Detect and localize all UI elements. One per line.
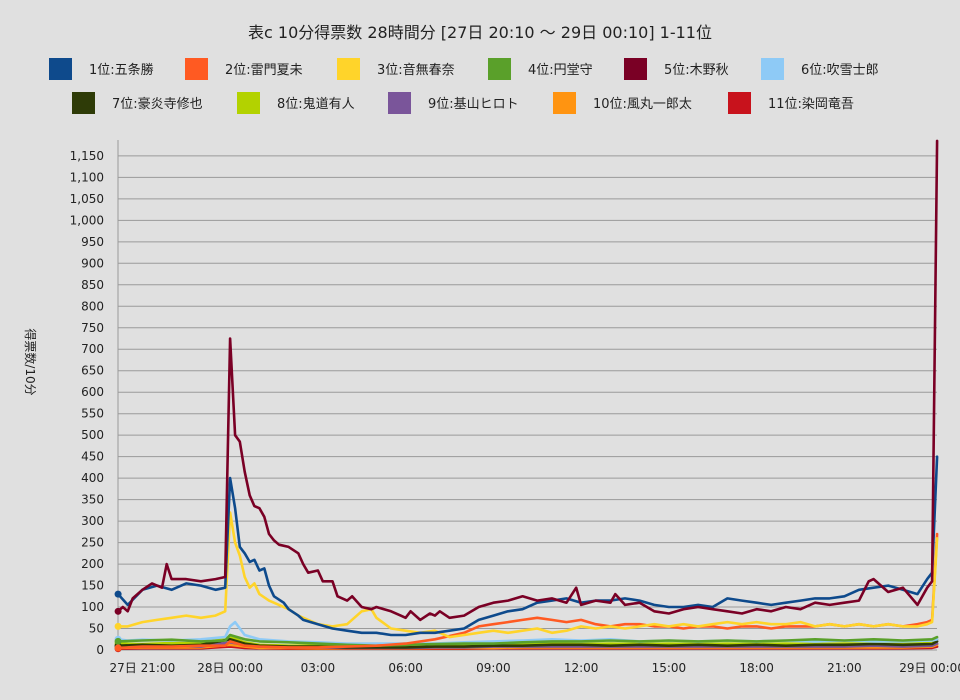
y-tick-label: 700: [81, 342, 104, 356]
series-line: [116, 511, 939, 639]
plot-area: [114, 139, 939, 653]
y-tick-label: 300: [81, 514, 104, 528]
legend-item: 8位:鬼道有人: [237, 92, 355, 114]
y-tick-label: 0: [96, 643, 104, 657]
legend-label: 5位:木野秋: [664, 63, 729, 78]
y-tick-label: 450: [81, 450, 104, 464]
legend-label: 11位:染岡竜吾: [768, 97, 854, 112]
y-tick-label: 800: [81, 299, 104, 313]
x-tick-label: 28日 00:00: [197, 661, 263, 675]
legend-swatch: [488, 58, 511, 80]
x-tick-label: 15:00: [652, 661, 687, 675]
series-start-point: [114, 644, 122, 652]
y-axis-ticks: 0 50 100 150 200 250 300 350 400 450 500 550 600 650 7…: [70, 149, 104, 657]
y-tick-label: 1,000: [70, 213, 104, 227]
x-tick-label: 18:00: [739, 661, 774, 675]
y-axis-label: 得票数/10分: [23, 328, 38, 395]
y-tick-label: 400: [81, 471, 104, 485]
legend-label: 10位:風丸一郎太: [593, 97, 692, 112]
grid-lines: [117, 140, 937, 651]
series-line: [116, 455, 939, 637]
legend-swatch: [237, 92, 260, 114]
y-tick-label: 500: [81, 428, 104, 442]
legend-swatch: [761, 58, 784, 80]
series-start-point: [114, 637, 122, 645]
x-tick-label: 06:00: [388, 661, 423, 675]
legend-item: 2位:雷門夏未: [185, 58, 303, 80]
legend-swatch: [388, 92, 411, 114]
y-tick-label: 850: [81, 278, 104, 292]
y-tick-label: 200: [81, 557, 104, 571]
y-tick-label: 1,150: [70, 149, 104, 163]
legend-item: 9位:基山ヒロト: [388, 92, 519, 114]
legend-item: 3位:音無春奈: [337, 58, 455, 80]
y-tick-label: 900: [81, 256, 104, 270]
legend-label: 9位:基山ヒロト: [428, 97, 519, 112]
y-tick-label: 550: [81, 407, 104, 421]
legend-item: 4位:円堂守: [488, 58, 593, 80]
series-start-point: [114, 590, 122, 598]
y-tick-label: 750: [81, 321, 104, 335]
legend-item: 11位:染岡竜吾: [728, 92, 854, 114]
series-start-point: [114, 607, 122, 615]
legend-item: 1位:五条勝: [49, 58, 154, 80]
y-tick-label: 650: [81, 364, 104, 378]
y-tick-label: 350: [81, 493, 104, 507]
series-start-point: [114, 622, 122, 630]
series-line: [116, 638, 939, 649]
y-tick-label: 950: [81, 235, 104, 249]
y-tick-label: 100: [81, 600, 104, 614]
legend-swatch: [728, 92, 751, 114]
y-tick-label: 50: [89, 622, 104, 636]
legend-swatch: [72, 92, 95, 114]
x-tick-label: 27日 21:00: [110, 661, 176, 675]
series-line: [116, 139, 939, 622]
x-tick-label: 09:00: [476, 661, 511, 675]
legend-label: 2位:雷門夏未: [225, 63, 303, 78]
legend-label: 8位:鬼道有人: [277, 96, 355, 112]
series-line: [116, 633, 939, 647]
x-tick-label: 29日 00:00: [899, 661, 960, 675]
legend-label: 4位:円堂守: [528, 63, 593, 78]
legend-swatch: [337, 58, 360, 80]
y-tick-label: 150: [81, 579, 104, 593]
legend-label: 7位:豪炎寺修也: [112, 96, 203, 112]
x-tick-label: 03:00: [301, 661, 336, 675]
x-tick-label: 12:00: [564, 661, 599, 675]
y-tick-label: 250: [81, 536, 104, 550]
legend-item: 5位:木野秋: [624, 58, 729, 80]
y-tick-label: 600: [81, 385, 104, 399]
y-tick-label: 1,100: [70, 170, 104, 184]
x-tick-label: 21:00: [827, 661, 862, 675]
legend-item: 6位:吹雪士郎: [761, 58, 879, 80]
legend-swatch: [624, 58, 647, 80]
legend: 1位:五条勝 2位:雷門夏未 3位:音無春奈 4位:円堂守 5位:木野秋 6位:吹雪士郎 7…: [49, 58, 879, 114]
legend-item: 7位:豪炎寺修也: [72, 92, 203, 114]
x-axis-ticks: 27日 21:00 28日 00:00 03:00 06:00 09:00 12:00 15…: [110, 661, 960, 675]
legend-label: 1位:五条勝: [89, 62, 154, 78]
legend-item: 10位:風丸一郎太: [553, 92, 692, 114]
legend-label: 6位:吹雪士郎: [801, 63, 879, 78]
legend-label: 3位:音無春奈: [377, 62, 455, 78]
legend-swatch: [553, 92, 576, 114]
y-tick-label: 1,050: [70, 192, 104, 206]
legend-swatch: [49, 58, 72, 80]
chart-title: 表c 10分得票数 28時間分 [27日 20:10 〜 29日 00:10] …: [248, 23, 712, 42]
legend-swatch: [185, 58, 208, 80]
